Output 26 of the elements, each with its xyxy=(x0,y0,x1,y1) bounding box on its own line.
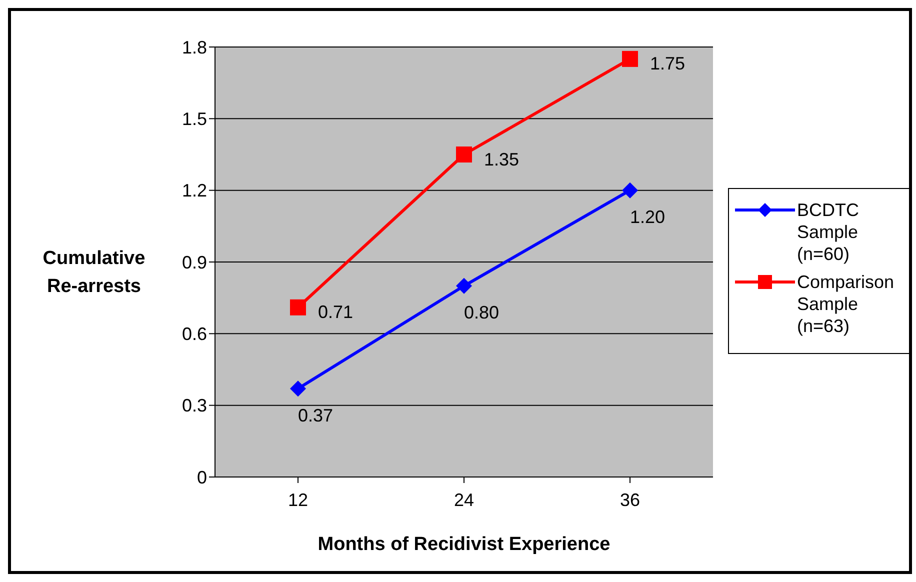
x-axis-title: Months of Recidivist Experience xyxy=(316,534,612,556)
y-tick-label: 0.3 xyxy=(182,396,207,416)
data-label: 0.37 xyxy=(298,405,334,426)
data-label: 0.80 xyxy=(464,302,500,323)
y-tick-label: 0 xyxy=(196,467,207,488)
point xyxy=(290,299,306,316)
legend-label: BCDTC Sample (n=60) xyxy=(797,199,860,265)
point xyxy=(290,380,306,397)
x-tick-label: 36 xyxy=(620,490,640,510)
x-tick-label: 12 xyxy=(288,490,308,510)
y-tick-label: 0.9 xyxy=(182,252,207,272)
y-tick-label: 1.5 xyxy=(182,109,207,130)
data-label: 1.75 xyxy=(650,54,686,74)
y-axis-title: Cumulative Re-arrests xyxy=(42,247,146,299)
point xyxy=(622,50,638,67)
point xyxy=(456,278,472,294)
data-label: 1.35 xyxy=(484,149,520,170)
y-tick-label: 0.6 xyxy=(182,324,207,344)
y-tick-label: 1.8 xyxy=(182,37,207,58)
data-label: 0.71 xyxy=(318,302,354,322)
legend-label: Comparison Sample (n=63) xyxy=(797,271,896,337)
point xyxy=(622,182,638,198)
data-label: 1.20 xyxy=(630,207,666,228)
x-tick-label: 24 xyxy=(454,490,474,510)
point xyxy=(456,146,472,162)
y-tick-label: 1.2 xyxy=(182,180,207,201)
